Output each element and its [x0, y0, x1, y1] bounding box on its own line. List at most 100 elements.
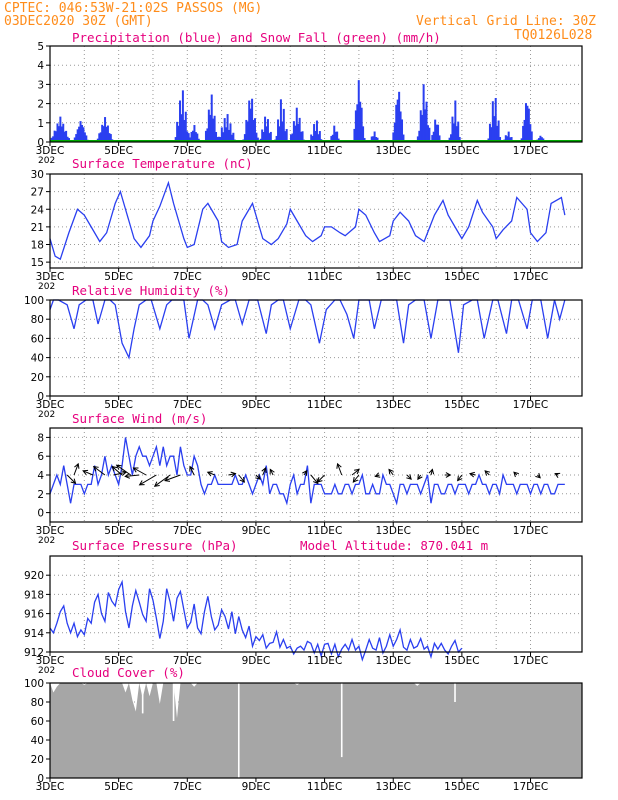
precip-bar: [450, 134, 453, 142]
x-tick-label: 17DEC: [513, 399, 548, 411]
wind-arrow-head: [153, 481, 160, 487]
x-tick-label: 13DEC: [376, 781, 411, 793]
x-tick-label: 17DEC: [513, 525, 548, 537]
precip-bar: [454, 100, 457, 142]
panel-title: Surface Wind (m/s): [72, 411, 207, 426]
precip-bar: [488, 123, 491, 142]
precip-bar: [448, 137, 451, 142]
wind-arrow: [154, 474, 171, 487]
wind-arrow-head: [132, 467, 139, 473]
precip-bar: [85, 135, 88, 142]
precip-bar: [421, 114, 424, 142]
precip-bar: [177, 125, 180, 142]
precip-bar: [174, 137, 177, 142]
precip-bar: [395, 104, 398, 142]
precip-bar: [431, 135, 434, 142]
precip-bar: [331, 134, 334, 142]
wind-arrow: [93, 466, 106, 476]
cloud-gap: [141, 683, 144, 714]
wind-arrow-head: [74, 462, 80, 469]
y-tick-label: 60: [31, 716, 44, 728]
precip-bar: [523, 119, 526, 142]
precip-bar: [419, 110, 422, 142]
series-line: [49, 180, 566, 261]
x-tick-label: 5DEC: [104, 145, 133, 157]
y-tick-label: 4: [37, 60, 44, 72]
wind-arrow: [133, 467, 147, 476]
model-id: TQ0126L028: [514, 28, 593, 43]
x-tick-label: 9DEC: [242, 781, 271, 793]
precip-bar: [194, 132, 197, 142]
y-tick-label: 100: [24, 295, 44, 307]
precip-bar: [179, 100, 182, 142]
panel-1: Surface Temperature (nC) 15 18 21 24 27 30 3DEC…: [31, 156, 583, 292]
wind-arrow: [457, 474, 463, 481]
precip-bar: [317, 134, 320, 142]
precip-bar: [416, 136, 419, 142]
x-tick-label: 13DEC: [376, 145, 411, 157]
precip-bar: [209, 114, 212, 142]
x-tick-label: 3DEC: [36, 655, 65, 667]
x-tick-label: 9DEC: [242, 271, 271, 283]
precip-bar: [285, 129, 288, 142]
precip-bar: [181, 90, 184, 142]
x-tick-label: 5DEC: [104, 655, 133, 667]
x-tick-label: 5DEC: [104, 399, 133, 411]
precip-bar: [261, 129, 264, 142]
y-tick-label: 2: [37, 489, 44, 501]
station-header: CPTEC: 046:53W-21:02S PASSOS (MG): [4, 1, 263, 16]
y-tick-label: 40: [31, 353, 44, 365]
precip-bar: [106, 125, 109, 142]
panel-4: Surface Pressure (hPa) Model Altitude: 87…: [24, 538, 583, 676]
wind-arrow-head: [316, 477, 323, 483]
precip-bar: [105, 126, 108, 142]
precip-bar: [290, 134, 293, 142]
precip-bar: [313, 124, 316, 142]
precip-bar: [297, 123, 300, 142]
precip-bar: [452, 123, 455, 142]
precip-bar: [524, 103, 527, 142]
precip-bar: [252, 119, 255, 142]
wind-arrow-head: [354, 468, 360, 475]
panel-title: Cloud Cover (%): [72, 665, 185, 680]
precip-bar: [190, 131, 193, 142]
x-tick-label: 15DEC: [444, 399, 479, 411]
year-label: 202: [38, 410, 55, 420]
precip-bar: [57, 126, 60, 142]
precip-bar: [432, 131, 435, 142]
precip-bar: [255, 132, 258, 142]
wind-arrow: [228, 473, 236, 476]
precip-bar: [301, 131, 304, 142]
precip-bar: [245, 119, 248, 142]
wind-arrow-head: [115, 464, 122, 470]
y-tick-label: 27: [31, 187, 44, 199]
precip-bar: [298, 117, 301, 142]
x-tick-label: 13DEC: [376, 525, 411, 537]
precip-bar: [73, 137, 76, 142]
wind-arrow: [388, 469, 394, 476]
y-tick-label: 916: [24, 609, 44, 621]
precip-bar: [228, 129, 231, 142]
precip-bar: [187, 133, 190, 142]
x-tick-label: 9DEC: [242, 399, 271, 411]
wind-arrow-head: [239, 476, 246, 483]
precip-bar: [63, 131, 66, 142]
wind-arrow-head: [124, 473, 131, 479]
precip-bar: [266, 119, 269, 142]
wind-arrow-head: [302, 469, 308, 476]
precip-bar: [176, 121, 179, 142]
panel-2: Relative Humidity (%) 0 20 40 60 80 100 3DEC 5DE…: [24, 283, 583, 420]
x-tick-label: 13DEC: [376, 655, 411, 667]
precip-bar: [282, 108, 285, 142]
precip-bar: [55, 131, 58, 142]
wind-arrow: [82, 470, 94, 476]
precip-bar: [540, 137, 543, 142]
wind-arrow-head: [206, 471, 213, 477]
precip-bar: [264, 116, 267, 142]
precip-bar: [529, 124, 532, 142]
y-tick-label: 912: [24, 647, 44, 659]
y-tick-label: 20: [31, 754, 44, 766]
wind-arrow-head: [513, 471, 519, 478]
precip-bar: [249, 108, 252, 142]
y-tick-label: 0: [37, 773, 44, 785]
